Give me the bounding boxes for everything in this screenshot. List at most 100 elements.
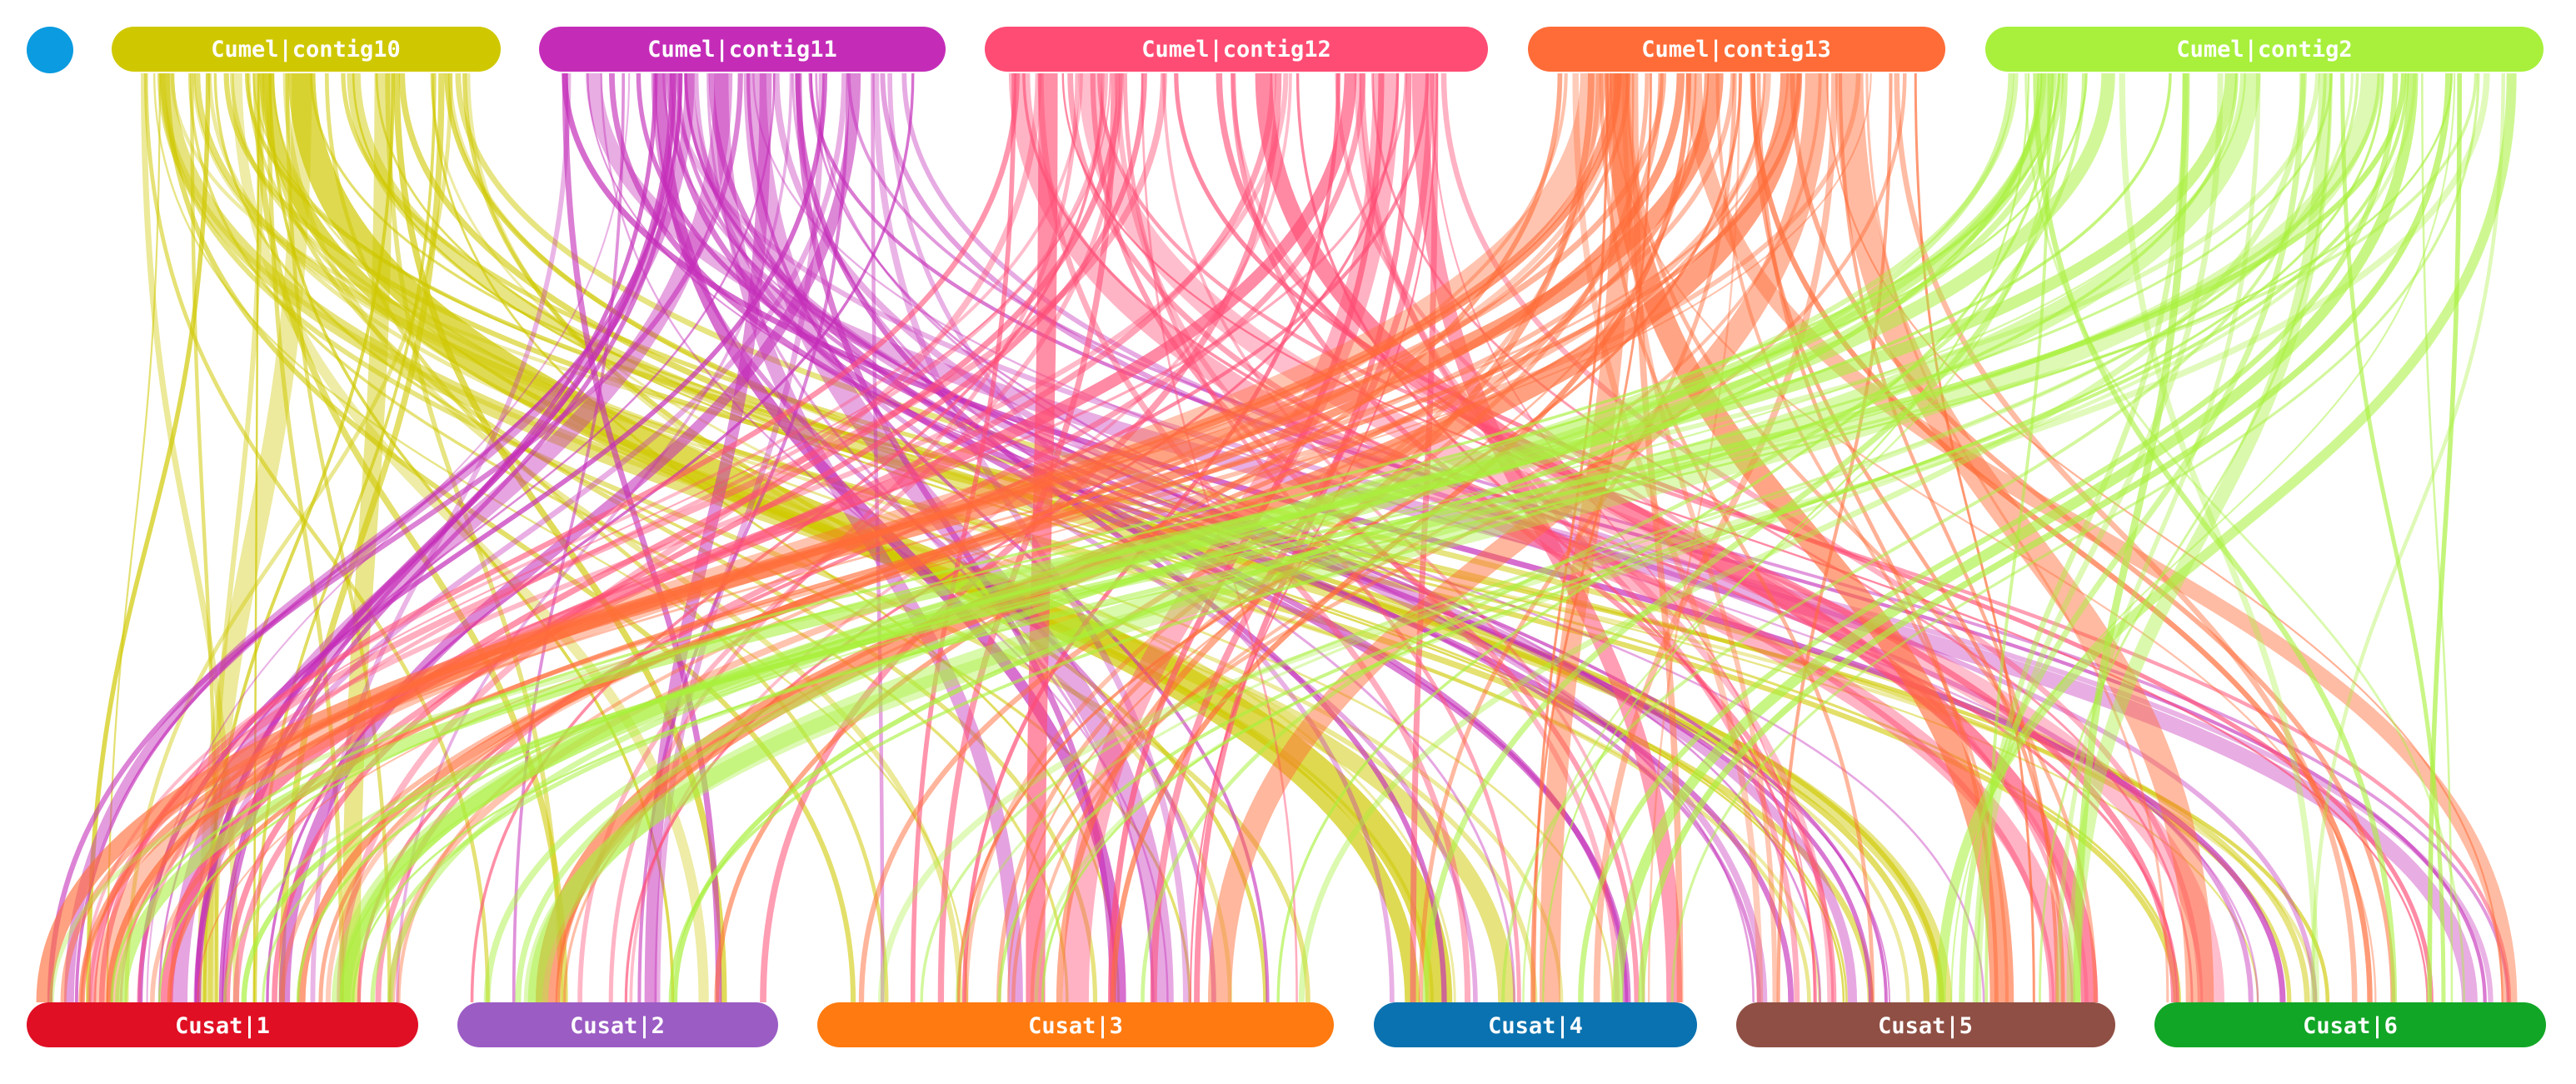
synteny-link: [955, 72, 2354, 1003]
synteny-link: [1539, 72, 1635, 1003]
synteny-link: [342, 72, 393, 1003]
synteny-link: [80, 72, 1790, 1003]
synteny-link: [262, 72, 2333, 1003]
bottom-track-label: Cusat|3: [1028, 1013, 1123, 1039]
circle-toggle-icon[interactable]: [27, 27, 73, 73]
synteny-link: [197, 72, 1872, 1003]
synteny-link: [1410, 72, 1439, 1003]
synteny-link: [963, 72, 1601, 1003]
synteny-link: [137, 72, 828, 1003]
synteny-link: [2421, 72, 2454, 1003]
synteny-link: [1825, 72, 2504, 1003]
synteny-link: [1959, 72, 2306, 1003]
synteny-link: [86, 72, 211, 1003]
synteny-link: [877, 72, 2490, 1003]
synteny-link: [279, 72, 1735, 1003]
synteny-link: [337, 72, 2115, 1003]
top-track-contig10[interactable]: Cumel|contig10: [112, 27, 501, 72]
synteny-link: [143, 72, 490, 1003]
synteny-link: [1972, 72, 2189, 1003]
synteny-link: [483, 72, 2064, 1003]
synteny-link: [2427, 72, 2462, 1003]
synteny-link: [272, 72, 1615, 1003]
synteny-link: [190, 72, 219, 1003]
synteny-link: [1625, 72, 2098, 1003]
synteny-link: [746, 72, 1270, 1003]
synteny-link: [624, 72, 1400, 1003]
synteny-link: [910, 72, 1016, 1003]
synteny-link: [555, 72, 1710, 1003]
synteny-link: [431, 72, 1121, 1003]
synteny-link: [1141, 72, 2086, 1003]
synteny-link: [167, 72, 1801, 1003]
top-tracks: Cumel|contig10 Cumel|contig11 Cumel|cont…: [112, 27, 2544, 72]
synteny-link: [272, 72, 1147, 1003]
synteny-link: [527, 72, 2261, 1003]
synteny-link: [1984, 72, 2051, 1003]
bottom-track-label: Cusat|1: [175, 1013, 270, 1039]
synteny-link: [1599, 72, 1875, 1003]
synteny-link: [1354, 72, 1835, 1003]
synteny-link: [636, 72, 1874, 1003]
synteny-link: [1430, 72, 1815, 1003]
synteny-link: [1750, 72, 2373, 1003]
synteny-link: [266, 72, 915, 1003]
synteny-link: [2340, 72, 2446, 1003]
synteny-link: [207, 72, 265, 1003]
synteny-link: [370, 72, 2382, 1003]
synteny-link: [684, 72, 1888, 1003]
synteny-ribbons: [36, 72, 2518, 1003]
bottom-tracks: Cusat|1 Cusat|2 Cusat|3 Cusat|4 Cusat|5 …: [27, 1002, 2546, 1047]
synteny-link: [232, 72, 709, 1003]
synteny-link: [2055, 72, 2261, 1003]
bottom-track-cusat-4[interactable]: Cusat|4: [1374, 1002, 1697, 1047]
bottom-track-cusat-3[interactable]: Cusat|3: [817, 1002, 1334, 1047]
synteny-link: [1638, 72, 2452, 1003]
synteny-link: [1295, 72, 1817, 1003]
synteny-link: [1647, 72, 1741, 1003]
synteny-link: [956, 72, 1743, 1003]
synteny-link: [1008, 72, 2074, 1003]
top-track-label: Cumel|contig11: [647, 37, 837, 62]
synteny-link: [1530, 72, 1652, 1003]
synteny-link: [223, 72, 1123, 1003]
synteny-link: [1578, 72, 2399, 1003]
synteny-link: [1216, 72, 2178, 1003]
synteny-link: [1030, 72, 1822, 1003]
synteny-link: [278, 72, 861, 1003]
synteny-link: [1207, 72, 1829, 1003]
synteny-link: [278, 72, 445, 1003]
bottom-track-label: Cusat|5: [1878, 1013, 1973, 1039]
synteny-link: [562, 72, 722, 1003]
top-track-contig2[interactable]: Cumel|contig2: [1985, 27, 2544, 72]
synteny-link: [47, 72, 743, 1003]
top-track-contig12[interactable]: Cumel|contig12: [985, 27, 1488, 72]
top-track-contig11[interactable]: Cumel|contig11: [539, 27, 946, 72]
synteny-link: [1612, 72, 2419, 1003]
synteny-link: [2033, 72, 2398, 1003]
top-track-label: Cumel|contig10: [211, 37, 401, 62]
bottom-track-cusat-2[interactable]: Cusat|2: [457, 1002, 778, 1047]
synteny-link: [1950, 72, 2456, 1003]
synteny-link: [197, 72, 312, 1003]
synteny-link: [1298, 72, 2307, 1003]
synteny-link: [1935, 72, 2517, 1003]
bottom-track-cusat-6[interactable]: Cusat|6: [2154, 1002, 2546, 1047]
synteny-link: [937, 72, 1117, 1003]
synteny-link: [515, 72, 2014, 1003]
synteny-link: [1022, 72, 2180, 1003]
bottom-track-label: Cusat|2: [570, 1013, 665, 1039]
synteny-link: [1026, 72, 1058, 1003]
synteny-link: [385, 72, 563, 1003]
synteny-link: [1790, 72, 2396, 1003]
synteny-link: [654, 72, 825, 1003]
top-track-contig13[interactable]: Cumel|contig13: [1528, 27, 1945, 72]
synteny-link: [1685, 72, 2518, 1003]
synteny-link: [332, 72, 2019, 1003]
synteny-link: [808, 72, 2487, 1003]
bottom-track-cusat-1[interactable]: Cusat|1: [27, 1002, 418, 1047]
synteny-link: [672, 72, 2043, 1003]
bottom-track-cusat-5[interactable]: Cusat|5: [1736, 1002, 2115, 1047]
synteny-link: [267, 72, 345, 1003]
